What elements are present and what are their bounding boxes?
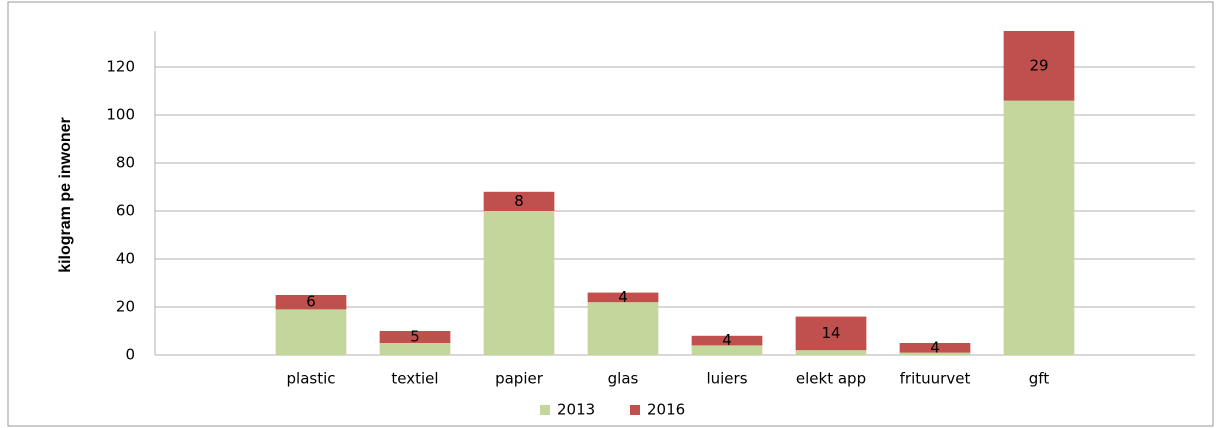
legend-label: 2016 [647,401,685,419]
data-label: 6 [306,293,316,311]
bar-segment [691,345,763,355]
data-label: 29 [1029,56,1048,74]
data-label: 4 [618,288,628,306]
bar-segment [899,343,971,353]
data-label: 5 [410,328,420,346]
y-tick-label: 60 [116,202,135,220]
bar-segment [1003,31,1075,101]
y-tick-label: 20 [116,298,135,316]
x-tick-label: elekt app [796,370,866,388]
x-tick-label: luiers [706,370,747,388]
x-tick-label: frituurvet [900,370,971,388]
bar-segment [795,350,867,355]
y-axis-label: kilogram pe inwoner [57,117,74,273]
bar-segment [483,191,555,211]
legend-label: 2013 [557,401,595,419]
x-tick-label: gft [1029,370,1050,388]
bar-segment [275,295,347,310]
x-tick-label: papier [495,370,544,388]
y-tick-label: 0 [125,346,135,364]
y-tick-label: 80 [116,154,135,172]
y-tick-label: 40 [116,250,135,268]
x-tick-label: plastic [287,370,336,388]
bar-segment [691,335,763,346]
x-tick-label: glas [608,370,639,388]
bar-segment [379,343,451,355]
y-tick-label: 100 [106,106,135,124]
data-label: 8 [514,192,524,210]
bar-segment [795,316,867,351]
bar-segment [899,352,971,355]
data-label: 14 [821,324,840,342]
bar-segment [483,211,555,355]
legend-swatch [630,405,640,415]
y-tick-label: 120 [106,58,135,76]
bar-segment [1003,100,1075,355]
bar-segment [587,292,659,303]
x-tick-label: textiel [391,370,438,388]
data-label: 4 [930,338,940,356]
bar-segment [587,302,659,355]
legend-swatch [540,405,550,415]
bar-segment [379,331,451,343]
data-label: 4 [722,331,732,349]
bar-segment [275,309,347,355]
